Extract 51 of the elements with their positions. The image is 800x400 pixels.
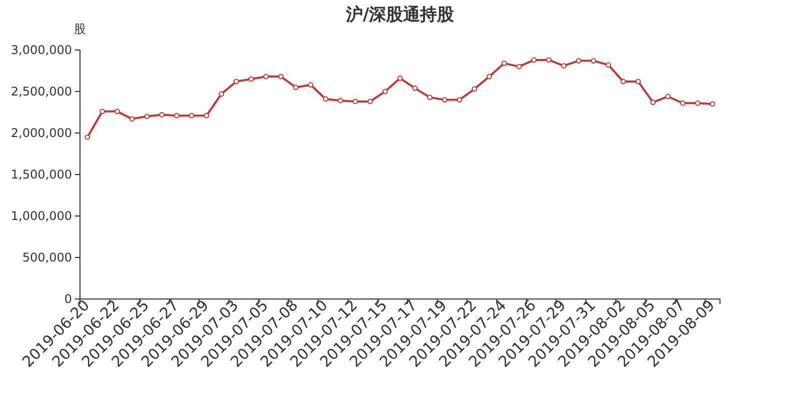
point [590,58,596,64]
point [382,88,388,94]
point [218,91,224,97]
point [650,100,656,105]
y-tick-label: 2,000,000 [10,126,72,140]
point [278,74,284,80]
point [427,94,432,100]
point [606,62,612,68]
point [248,76,254,82]
point [159,112,165,118]
point [188,112,194,118]
point [546,57,552,63]
point [472,86,478,92]
point [486,74,492,80]
point [308,82,314,88]
point [100,108,106,114]
point [352,98,358,104]
y-tick-label: 1,000,000 [10,209,72,223]
point [144,114,150,120]
point [456,97,462,102]
point [635,78,641,84]
point [234,78,239,84]
point [263,74,269,80]
point [680,100,686,106]
point [338,98,344,104]
point [531,57,537,63]
point [442,97,448,102]
point [561,63,566,68]
y-tick-label: 500,000 [22,250,72,264]
point [368,98,373,104]
y-tick-label: 1,500,000 [10,168,72,182]
point [710,101,716,107]
point [114,108,120,114]
point [397,76,403,81]
point [412,85,418,91]
point [501,60,507,66]
point [516,64,522,70]
chart-title: 沪/深股通持股 [344,5,456,25]
point [322,96,328,102]
y-tick-label: 3,000,000 [10,43,72,57]
point [84,134,90,140]
point [694,100,700,106]
point [204,112,210,118]
point [576,58,582,64]
point [174,112,180,118]
y-axis-title: 股 [74,22,86,36]
point [665,94,671,100]
point [620,78,626,84]
point [129,116,135,122]
y-tick-label: 2,500,000 [10,84,72,98]
point [293,84,299,90]
